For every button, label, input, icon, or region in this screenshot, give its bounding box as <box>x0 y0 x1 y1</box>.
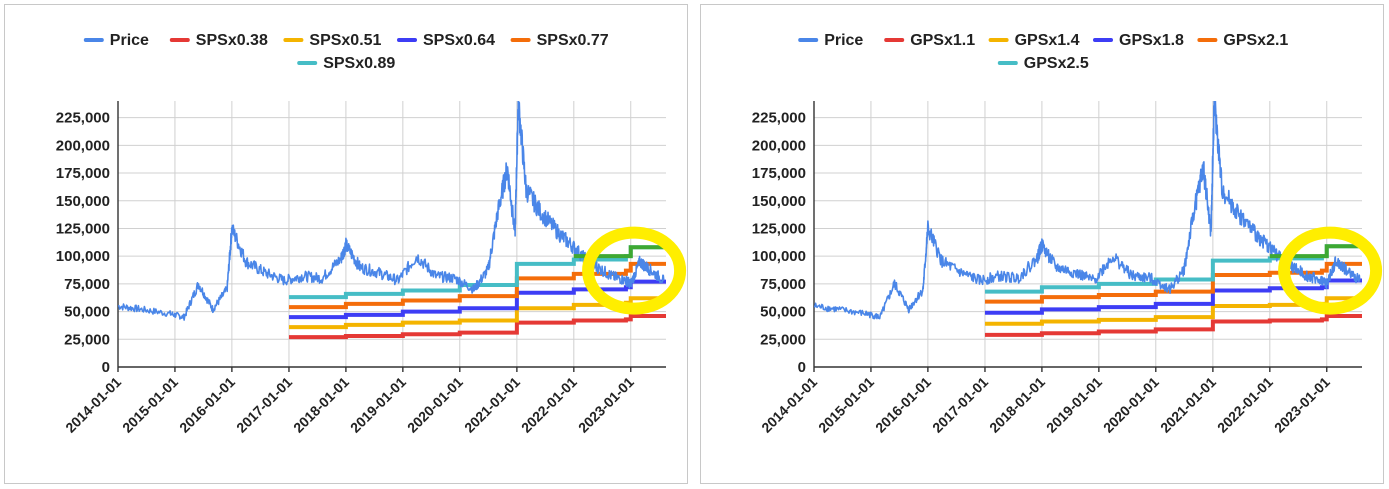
legend-item-spsx0-51[interactable]: SPSx0.51 <box>283 32 382 49</box>
y-tick-label: 75,000 <box>760 276 806 293</box>
x-tick-label: 2016-01-01 <box>176 374 238 436</box>
chart-legend: Price GPSx1.1 GPSx1.4 GPSx1.8 GPSx2.1 GPSx2.5 <box>798 32 1288 72</box>
y-tick-label: 125,000 <box>56 220 110 237</box>
chart-legend: Price SPSx0.38 SPSx0.51 SPSx0.64 SPSx0.77 SPS… <box>83 32 609 72</box>
x-tick-label: 2020-01-01 <box>1100 374 1162 436</box>
y-tick-label: 50,000 <box>760 304 806 321</box>
y-tick-label: 175,000 <box>56 165 110 182</box>
legend-item-price[interactable]: Price <box>798 32 863 49</box>
chart-panel-sps: Price SPSx0.38 SPSx0.51 SPSx0.64 SPSx0.77 SPS… <box>4 4 688 484</box>
x-tick-label: 2019-01-01 <box>1043 374 1105 436</box>
x-tick-label: 2020-01-01 <box>404 374 466 436</box>
y-tick-label: 25,000 <box>760 331 806 348</box>
y-tick-label: 125,000 <box>752 220 806 237</box>
x-tick-label: 2023-01-01 <box>575 374 637 436</box>
legend-label: GPSx2.1 <box>1223 32 1288 49</box>
y-tick-label: 0 <box>102 359 110 376</box>
y-tick-label: 100,000 <box>752 248 806 265</box>
legend-label: GPSx1.8 <box>1119 32 1184 49</box>
x-tick-label: 2021-01-01 <box>1157 374 1219 436</box>
y-tick-label: 150,000 <box>752 193 806 210</box>
legend-label: SPSx0.38 <box>196 32 268 49</box>
legend-label: SPSx0.64 <box>423 32 495 49</box>
x-tick-label: 2019-01-01 <box>347 374 409 436</box>
y-tick-label: 225,000 <box>56 110 110 127</box>
highlight-annotation-circle <box>1278 226 1383 315</box>
legend-label: Price <box>824 32 863 49</box>
y-tick-label: 0 <box>798 359 806 376</box>
x-tick-label: 2022-01-01 <box>1214 374 1276 436</box>
x-tick-label: 2022-01-01 <box>518 374 580 436</box>
legend-label: GPSx1.1 <box>910 32 975 49</box>
series-layer <box>118 101 666 340</box>
legend-item-price[interactable]: Price <box>83 32 149 49</box>
legend-item-spsx0-89[interactable]: SPSx0.89 <box>297 55 395 72</box>
legend-label: SPSx0.89 <box>323 55 395 72</box>
x-tick-label: 2016-01-01 <box>872 374 934 436</box>
y-tick-label: 200,000 <box>752 137 806 154</box>
y-tick-label: 175,000 <box>752 165 806 182</box>
chart-gps: Price GPSx1.1 GPSx1.4 GPSx1.8 GPSx2.1 GPSx2.5… <box>752 32 1383 436</box>
legend-item-gpsx1-4[interactable]: GPSx1.4 <box>988 32 1080 49</box>
x-tick-label: 2015-01-01 <box>815 374 877 436</box>
y-tick-label: 25,000 <box>64 331 110 348</box>
x-tick-label: 2017-01-01 <box>233 374 295 436</box>
series-line-highlight-segment <box>573 245 666 259</box>
legend-label: SPSx0.77 <box>537 32 609 49</box>
y-tick-label: 200,000 <box>56 137 110 154</box>
series-line-gpsx1-1 <box>984 314 1362 337</box>
legend-label: GPSx2.5 <box>1024 55 1089 72</box>
legend-item-gpsx2-5[interactable]: GPSx2.5 <box>997 55 1089 72</box>
legend-item-spsx0-64[interactable]: SPSx0.64 <box>397 32 495 49</box>
series-line-gpsx2-1 <box>984 261 1362 304</box>
x-tick-label: 2018-01-01 <box>986 374 1048 436</box>
series-line-gpsx1-8 <box>984 278 1362 315</box>
y-tick-label: 100,000 <box>56 248 110 265</box>
series-line-spsx0-77 <box>288 261 666 310</box>
x-tick-label: 2015-01-01 <box>119 374 181 436</box>
series-line-price <box>118 101 665 321</box>
y-tick-label: 50,000 <box>64 304 110 321</box>
x-tick-label: 2018-01-01 <box>290 374 352 436</box>
legend-label: SPSx0.51 <box>309 32 381 49</box>
x-tick-label: 2021-01-01 <box>461 374 523 436</box>
x-tick-label: 2014-01-01 <box>62 374 124 436</box>
x-tick-label: 2014-01-01 <box>758 374 820 436</box>
chart-panel-gps: Price GPSx1.1 GPSx1.4 GPSx1.8 GPSx2.1 GPSx2.5… <box>700 4 1384 484</box>
legend-item-spsx0-77[interactable]: SPSx0.77 <box>510 32 609 49</box>
legend-item-gpsx1-8[interactable]: GPSx1.8 <box>1093 32 1184 49</box>
y-tick-label: 75,000 <box>64 276 110 293</box>
legend-label: GPSx1.4 <box>1015 32 1080 49</box>
legend-item-spsx0-38[interactable]: SPSx0.38 <box>169 32 268 49</box>
y-tick-label: 225,000 <box>752 110 806 127</box>
chart-sps: Price SPSx0.38 SPSx0.51 SPSx0.64 SPSx0.77 SPS… <box>56 32 687 436</box>
legend-item-gpsx1-1[interactable]: GPSx1.1 <box>884 32 975 49</box>
series-line-highlight-segment <box>1269 244 1362 259</box>
series-line-spsx0-64 <box>288 279 666 320</box>
series-layer <box>814 101 1362 337</box>
y-tick-label: 150,000 <box>56 193 110 210</box>
series-line-spsx0-38 <box>288 314 666 340</box>
legend-label: Price <box>110 32 149 49</box>
x-tick-label: 2017-01-01 <box>929 374 991 436</box>
legend-item-gpsx2-1[interactable]: GPSx2.1 <box>1197 32 1288 49</box>
highlight-annotation-circle <box>582 226 687 315</box>
x-tick-label: 2023-01-01 <box>1271 374 1333 436</box>
